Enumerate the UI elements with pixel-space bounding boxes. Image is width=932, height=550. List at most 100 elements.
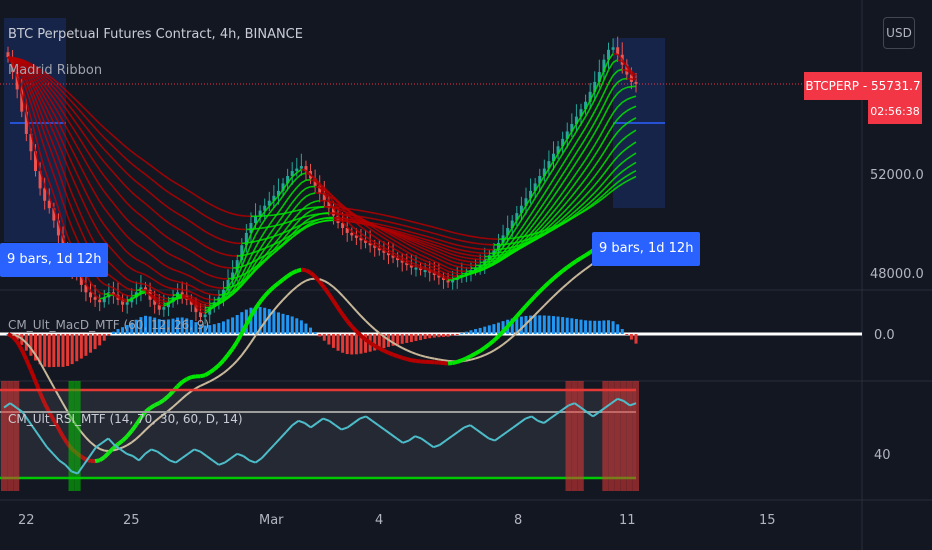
candle xyxy=(414,267,418,270)
ribbon-line xyxy=(543,231,550,236)
macd-line xyxy=(519,304,528,313)
ribbon-line xyxy=(48,196,55,209)
ribbon-line xyxy=(401,235,408,240)
ribbon-line xyxy=(475,236,481,239)
ribbon-line xyxy=(552,205,559,213)
macd-hist-bar xyxy=(134,319,138,334)
ribbon-line xyxy=(250,266,256,271)
currency-button[interactable]: USD xyxy=(883,17,915,49)
ribbon-line xyxy=(424,263,431,267)
ribbon-line xyxy=(39,73,46,79)
ribbon-line xyxy=(57,221,64,238)
ribbon-line xyxy=(218,251,224,255)
rsi-highlight xyxy=(633,381,639,491)
macd-signal-line xyxy=(534,309,541,316)
candle xyxy=(570,124,574,132)
ribbon-line xyxy=(543,186,550,195)
macd-signal-line xyxy=(351,305,358,312)
macd-line xyxy=(411,358,417,363)
ribbon-line xyxy=(108,213,115,221)
ribbon-line xyxy=(603,183,610,190)
ribbon-line xyxy=(154,288,160,293)
ribbon-line xyxy=(457,265,462,269)
ribbon-line xyxy=(580,209,586,214)
ribbon-line xyxy=(360,217,366,222)
candle xyxy=(254,215,258,224)
ribbon-line xyxy=(186,289,192,293)
macd-hist-bar xyxy=(561,317,565,334)
ribbon-line xyxy=(57,188,64,203)
ribbon-line xyxy=(39,76,46,83)
ribbon-line xyxy=(39,68,46,74)
rsi-highlight xyxy=(74,381,81,491)
ribbon-line xyxy=(255,249,261,253)
macd-line xyxy=(212,363,221,371)
ribbon-line xyxy=(452,250,458,254)
candle xyxy=(354,235,358,238)
ribbon-line xyxy=(378,239,385,244)
macd-hist-bar xyxy=(286,315,290,334)
ribbon-line xyxy=(277,205,284,213)
ribbon-line xyxy=(434,232,440,236)
rsi-line xyxy=(279,431,287,440)
ribbon-line xyxy=(401,244,408,249)
ribbon-line xyxy=(117,241,124,248)
ribbon-line xyxy=(48,161,55,176)
ribbon-line xyxy=(191,295,197,300)
ribbon-line xyxy=(424,241,430,245)
ribbon-line xyxy=(209,261,215,266)
ribbon-line xyxy=(402,229,408,232)
ribbon-line xyxy=(607,149,614,158)
candle xyxy=(29,133,33,152)
ribbon-line xyxy=(34,98,41,112)
ribbon-line xyxy=(584,151,591,160)
ribbon-line xyxy=(21,63,27,70)
ribbon-line xyxy=(388,215,394,218)
ribbon-line xyxy=(16,66,23,78)
candle xyxy=(341,223,345,228)
ribbon-line xyxy=(392,216,398,219)
ribbon-line xyxy=(401,252,408,257)
ribbon-line xyxy=(259,241,266,250)
ribbon-line xyxy=(342,213,348,216)
ribbon-line xyxy=(11,61,18,72)
ribbon-line xyxy=(76,106,82,113)
ribbon-line xyxy=(25,66,32,73)
ribbon-line xyxy=(159,304,165,307)
ribbon-line xyxy=(149,266,156,272)
ribbon-line xyxy=(626,107,632,112)
ribbon-line xyxy=(525,227,532,235)
ribbon-line xyxy=(392,254,399,259)
ribbon-line xyxy=(603,144,610,153)
ribbon-line xyxy=(351,230,357,236)
ribbon-line xyxy=(278,239,284,243)
macd-hist-bar xyxy=(414,334,418,341)
rsi-line xyxy=(617,397,625,402)
macd-hist-bar xyxy=(254,306,258,334)
ribbon-line xyxy=(411,242,417,247)
macd-hist-bar xyxy=(189,319,193,334)
ribbon-line xyxy=(300,195,307,202)
ribbon-line xyxy=(200,302,206,307)
candle xyxy=(538,176,542,184)
ribbon-line xyxy=(214,303,220,306)
ribbon-line xyxy=(397,227,403,231)
ribbon-line xyxy=(57,157,64,171)
ribbon-line xyxy=(365,216,371,220)
ribbon-line xyxy=(103,137,110,143)
ribbon-line xyxy=(475,269,481,272)
ribbon-line xyxy=(383,228,389,232)
ribbon-line xyxy=(30,71,37,79)
x-tick-label: 4 xyxy=(375,513,384,528)
ribbon-line xyxy=(145,161,151,166)
ribbon-line xyxy=(612,181,619,187)
ribbon-line xyxy=(48,97,55,106)
ribbon-line xyxy=(66,153,73,164)
ribbon-line xyxy=(594,197,600,203)
ribbon-line xyxy=(122,298,128,301)
ribbon-line xyxy=(113,287,119,292)
ribbon-line xyxy=(140,260,146,265)
ribbon-line xyxy=(594,200,600,205)
ribbon-line xyxy=(172,240,178,245)
